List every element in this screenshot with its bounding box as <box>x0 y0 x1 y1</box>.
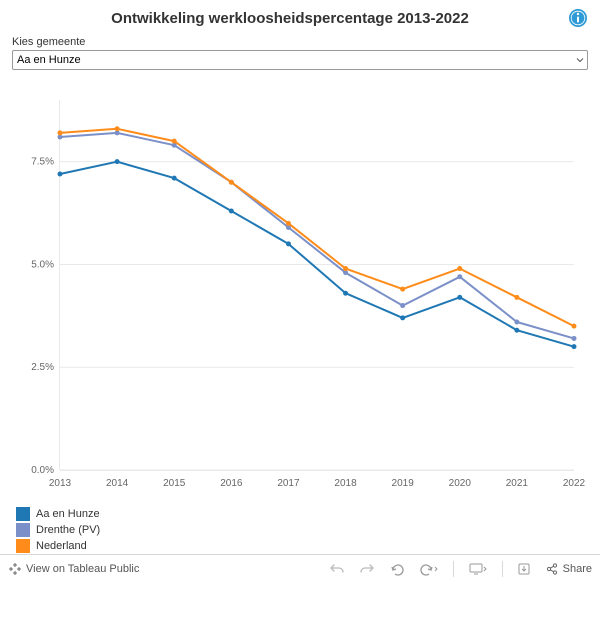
view-on-tableau-label: View on Tableau Public <box>26 563 139 575</box>
svg-text:2021: 2021 <box>506 478 529 489</box>
undo-button[interactable] <box>329 562 345 576</box>
legend-label: Nederland <box>36 540 87 552</box>
refresh-button[interactable] <box>419 562 439 576</box>
select-value: Aa en Hunze <box>17 54 81 66</box>
share-label: Share <box>563 563 592 575</box>
legend-swatch <box>16 523 30 537</box>
legend-item[interactable]: Aa en Hunze <box>16 506 588 522</box>
legend-item[interactable]: Nederland <box>16 538 588 554</box>
svg-text:0.0%: 0.0% <box>31 465 54 476</box>
svg-text:2013: 2013 <box>49 478 72 489</box>
svg-text:2016: 2016 <box>220 478 243 489</box>
view-on-tableau-button[interactable]: View on Tableau Public <box>8 562 139 576</box>
svg-text:2015: 2015 <box>163 478 186 489</box>
legend-label: Drenthe (PV) <box>36 524 100 536</box>
svg-text:2018: 2018 <box>334 478 357 489</box>
info-icon[interactable] <box>568 8 588 28</box>
legend-label: Aa en Hunze <box>36 508 100 520</box>
toolbar-divider <box>502 561 503 577</box>
legend-swatch <box>16 507 30 521</box>
page-title: Ontwikkeling werkloosheidspercentage 201… <box>12 10 568 27</box>
legend-item[interactable]: Drenthe (PV) <box>16 522 588 538</box>
tableau-logo-icon <box>8 562 22 576</box>
legend: Aa en Hunze Drenthe (PV) Nederland <box>12 506 588 554</box>
svg-text:2017: 2017 <box>277 478 300 489</box>
svg-text:2019: 2019 <box>392 478 415 489</box>
share-icon <box>545 562 559 576</box>
redo-button[interactable] <box>359 562 375 576</box>
svg-text:2.5%: 2.5% <box>31 362 54 373</box>
svg-text:2020: 2020 <box>449 478 472 489</box>
filter-label: Kies gemeente <box>12 36 588 48</box>
gemeente-select[interactable]: Aa en Hunze <box>12 50 588 70</box>
toolbar-divider <box>453 561 454 577</box>
line-chart: 0.0% 2.5% 5.0% 7.5% 2013 2014 2015 2016 2017 2018… <box>12 80 588 500</box>
tableau-toolbar: View on Tableau Public Share <box>0 554 600 582</box>
svg-text:2014: 2014 <box>106 478 129 489</box>
revert-button[interactable] <box>389 562 405 576</box>
share-button[interactable]: Share <box>545 562 592 576</box>
svg-text:2022: 2022 <box>563 478 586 489</box>
svg-text:7.5%: 7.5% <box>31 157 54 168</box>
device-preview-button[interactable] <box>468 562 488 576</box>
legend-swatch <box>16 539 30 553</box>
svg-text:5.0%: 5.0% <box>31 259 54 270</box>
download-button[interactable] <box>517 562 531 576</box>
